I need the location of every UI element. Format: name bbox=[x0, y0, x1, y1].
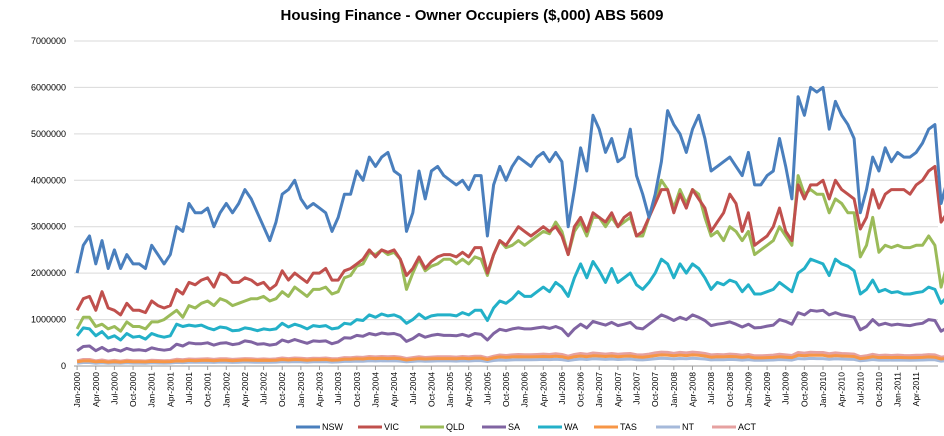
y-tick-label: 1000000 bbox=[31, 315, 66, 325]
legend-label-vic: VIC bbox=[384, 422, 400, 432]
y-tick-label: 2000000 bbox=[31, 268, 66, 278]
x-tick-label: Apr-2002 bbox=[240, 372, 250, 407]
x-tick-label: Apr-2000 bbox=[91, 372, 101, 407]
series-line-qld bbox=[75, 174, 944, 333]
x-tick-label: Apr-2004 bbox=[389, 372, 399, 407]
x-tick-label: Oct-2002 bbox=[277, 372, 287, 407]
x-tick-label: Apr-2007 bbox=[613, 372, 623, 407]
y-tick-label: 3000000 bbox=[31, 222, 66, 232]
x-tick-label: Oct-2005 bbox=[501, 372, 511, 407]
series-lines bbox=[75, 85, 944, 365]
x-tick-label: Oct-2004 bbox=[426, 372, 436, 407]
x-tick-label: Jul-2000 bbox=[109, 372, 119, 405]
series-line-wa bbox=[75, 257, 944, 342]
x-tick-label: Jan-2004 bbox=[370, 372, 380, 408]
series-line-vic bbox=[75, 164, 944, 317]
y-tick-label: 0 bbox=[61, 361, 66, 371]
x-tick-label: Apr-2005 bbox=[464, 372, 474, 407]
y-axis-tick-labels: 0 1000000 2000000 3000000 4000000 5000000 6000… bbox=[31, 36, 66, 371]
x-tick-label: Apr-2008 bbox=[687, 372, 697, 407]
x-tick-label: Jan-2007 bbox=[594, 372, 604, 408]
x-tick-label: Oct-2009 bbox=[799, 372, 809, 407]
x-tick-label: Oct-2003 bbox=[352, 372, 362, 407]
x-tick-label: Jul-2010 bbox=[855, 372, 865, 405]
x-tick-label: Jul-2004 bbox=[408, 372, 418, 405]
x-tick-label: Apr-2009 bbox=[762, 372, 772, 407]
y-tick-label: 7000000 bbox=[31, 36, 66, 46]
y-tick-label: 6000000 bbox=[31, 82, 66, 92]
x-tick-label: Oct-2010 bbox=[874, 372, 884, 407]
x-tick-label: Oct-2001 bbox=[203, 372, 213, 407]
legend: NSW VIC QLD SA WA TAS NT ACT bbox=[296, 422, 757, 432]
x-tick-label: Apr-2010 bbox=[837, 372, 847, 407]
legend-label-nt: NT bbox=[682, 422, 694, 432]
x-tick-label: Oct-2000 bbox=[128, 372, 138, 407]
x-tick-label: Apr-2011 bbox=[911, 372, 921, 407]
x-tick-label: Jan-2010 bbox=[818, 372, 828, 408]
x-tick-label: Jan-2001 bbox=[147, 372, 157, 408]
x-tick-label: Jan-2006 bbox=[520, 372, 530, 408]
x-tick-label: Jan-2009 bbox=[743, 372, 753, 408]
x-tick-label: Jul-2003 bbox=[333, 372, 343, 405]
x-tick-label: Oct-2007 bbox=[650, 372, 660, 407]
y-tick-label: 5000000 bbox=[31, 129, 66, 139]
legend-label-nsw: NSW bbox=[322, 422, 344, 432]
x-tick-label: Apr-2006 bbox=[538, 372, 548, 407]
y-tick-label: 4000000 bbox=[31, 175, 66, 185]
chart-title: Housing Finance - Owner Occupiers ($,000… bbox=[280, 7, 664, 24]
x-tick-label: Apr-2001 bbox=[165, 372, 175, 407]
x-tick-label: Jul-2007 bbox=[632, 372, 642, 405]
x-tick-label: Jul-2005 bbox=[482, 372, 492, 405]
x-tick-label: Jan-2002 bbox=[221, 372, 231, 408]
x-tick-label: Jan-2005 bbox=[445, 372, 455, 408]
legend-label-act: ACT bbox=[738, 422, 757, 432]
series-line-nt bbox=[76, 356, 944, 365]
legend-label-tas: TAS bbox=[620, 422, 637, 432]
legend-label-sa: SA bbox=[508, 422, 520, 432]
x-tick-label: Jul-2001 bbox=[184, 372, 194, 405]
x-tick-label: Jul-2006 bbox=[557, 372, 567, 405]
x-tick-label: Apr-2003 bbox=[315, 372, 325, 407]
x-tick-label: Jul-2002 bbox=[259, 372, 269, 405]
x-tick-label: Jul-2008 bbox=[706, 372, 716, 405]
legend-label-qld: QLD bbox=[446, 422, 465, 432]
x-tick-label: Jan-2008 bbox=[669, 372, 679, 408]
x-tick-label: Oct-2006 bbox=[576, 372, 586, 407]
x-axis-tick-labels: Jan-2000 Apr-2000 Jul-2000 Oct-2000 Jan-2001… bbox=[72, 372, 921, 408]
series-line-sa bbox=[76, 308, 944, 353]
x-tick-label: Jan-2011 bbox=[893, 372, 903, 407]
x-tick-label: Jan-2003 bbox=[296, 372, 306, 408]
x-tick-label: Jul-2009 bbox=[781, 372, 791, 405]
legend-label-wa: WA bbox=[564, 422, 578, 432]
gridlines bbox=[74, 40, 938, 370]
x-tick-label: Oct-2008 bbox=[725, 372, 735, 407]
series-line-tas bbox=[76, 353, 944, 364]
series-line-nsw bbox=[75, 85, 944, 274]
x-tick-label: Jan-2000 bbox=[72, 372, 82, 408]
